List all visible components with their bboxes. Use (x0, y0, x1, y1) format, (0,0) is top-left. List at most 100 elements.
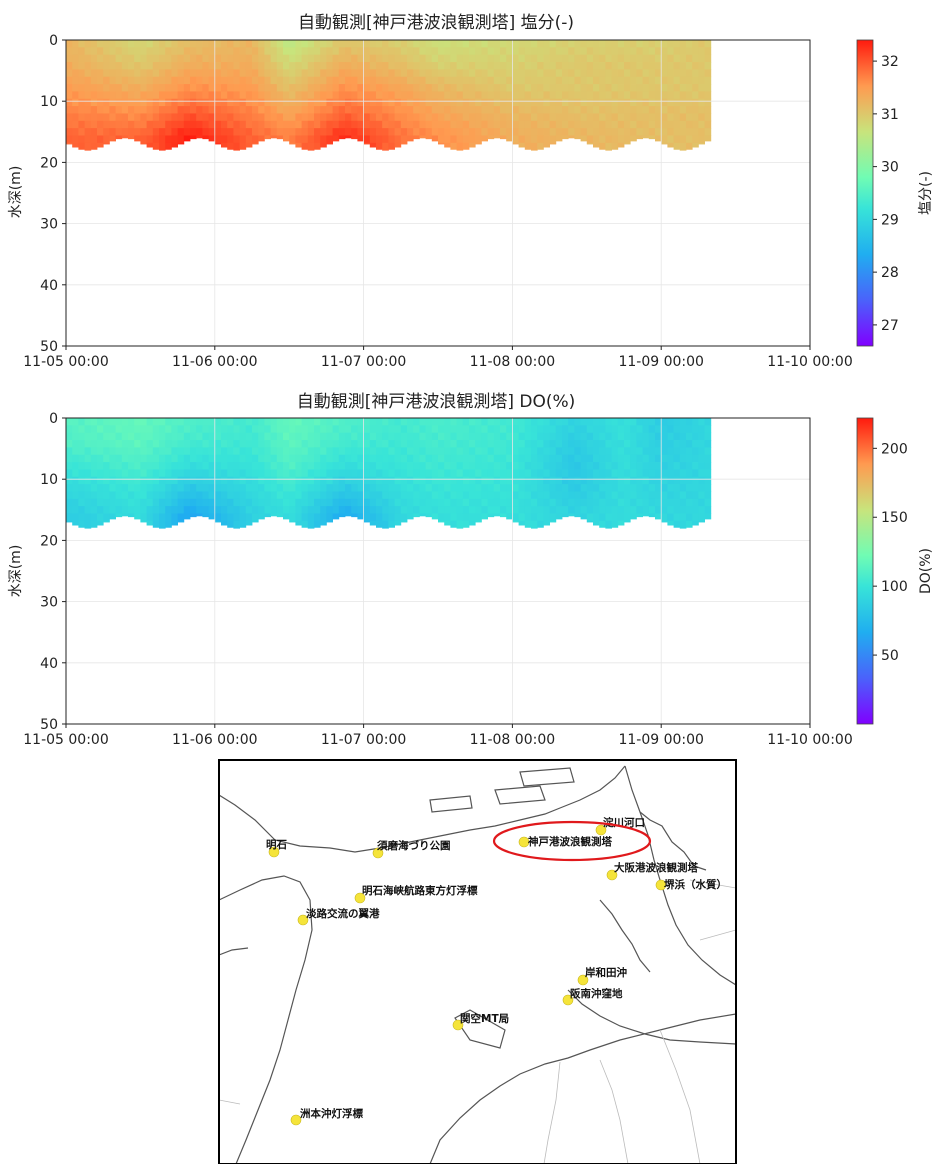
heatmap-cell (239, 47, 247, 56)
heatmap-cell (667, 91, 674, 100)
heatmap-cell (66, 425, 73, 434)
heatmap-cell (72, 506, 79, 514)
heatmap-cell (593, 491, 600, 500)
heatmap-cell (227, 498, 234, 507)
heatmap-cell (568, 447, 575, 456)
heatmap-cell (425, 62, 433, 70)
heatmap-cell (72, 142, 79, 148)
heatmap-cell (376, 476, 383, 485)
heatmap-cell (326, 84, 333, 92)
heatmap-cell (692, 106, 699, 114)
heatmap-cell (605, 498, 612, 507)
heatmap-cell (400, 462, 408, 470)
heatmap-cell (338, 91, 346, 100)
heatmap-cell (183, 498, 191, 507)
heatmap-cell (481, 106, 488, 114)
heatmap-cell (97, 69, 104, 78)
heatmap-cell (171, 447, 178, 456)
heatmap-cell (543, 506, 550, 514)
heatmap-cell (165, 76, 172, 85)
heatmap-cell (493, 506, 501, 514)
heatmap-cell (338, 135, 346, 140)
heatmap-cell (307, 454, 315, 463)
heatmap-cell (462, 520, 470, 528)
heatmap-cell (233, 454, 240, 463)
heatmap-cell (506, 84, 513, 92)
y-tick-label: 0 (49, 33, 58, 49)
heatmap-cell (171, 98, 178, 107)
heatmap-cell (630, 40, 637, 48)
heatmap-cell (221, 454, 228, 463)
heatmap-cell (326, 476, 333, 485)
heatmap-cell (332, 469, 340, 478)
heatmap-cell (295, 47, 302, 56)
heatmap-cell (276, 106, 284, 114)
heatmap-cell (320, 106, 327, 114)
x-tick-label: 11-06 00:00 (172, 732, 257, 748)
heatmap-cell (506, 432, 513, 441)
heatmap-cell (115, 506, 123, 514)
heatmap-cell (202, 69, 209, 78)
heatmap-cell (692, 76, 699, 85)
heatmap-cell (221, 98, 228, 107)
heatmap-cell (221, 498, 228, 507)
heatmap-cell (214, 454, 222, 463)
heatmap-cell (475, 469, 482, 478)
heatmap-cell (630, 454, 637, 463)
heatmap-cell (90, 106, 98, 114)
heatmap-cell (450, 113, 457, 122)
heatmap-cell (586, 128, 594, 136)
heatmap-cell (469, 506, 476, 514)
heatmap-cell (115, 447, 123, 456)
heatmap-cell (84, 520, 92, 529)
heatmap-cell (388, 506, 395, 514)
heatmap-cell (289, 40, 296, 48)
heatmap-cell (686, 113, 693, 122)
heatmap-cell (413, 418, 420, 426)
heatmap-cell (469, 432, 476, 441)
heatmap-cell (586, 432, 594, 441)
heatmap-cell (159, 520, 166, 529)
heatmap-cell (208, 462, 216, 470)
heatmap-cell (66, 40, 73, 48)
heatmap-cell (307, 447, 315, 456)
heatmap-cell (78, 491, 85, 500)
heatmap-cell (78, 128, 85, 136)
heatmap-cell (487, 62, 495, 70)
heatmap-cell (394, 98, 402, 107)
colorbar (856, 417, 874, 725)
heatmap-cell (456, 47, 464, 56)
heatmap-cell (295, 62, 302, 70)
heatmap-cell (190, 47, 197, 56)
heatmap-cell (221, 425, 228, 434)
heatmap-cell (165, 440, 172, 448)
heatmap-cell (270, 54, 278, 63)
heatmap-cell (276, 484, 284, 492)
heatmap-cell (636, 491, 643, 500)
heatmap-cell (586, 98, 594, 107)
heatmap-cell (698, 128, 705, 136)
heatmap-cell (698, 498, 705, 507)
heatmap-cell (283, 432, 290, 441)
heatmap-cell (183, 54, 191, 63)
heatmap-cell (481, 484, 488, 492)
heatmap-cell (537, 491, 544, 500)
heatmap-cell (295, 476, 302, 485)
heatmap-cell (605, 484, 612, 492)
heatmap-cell (413, 84, 420, 92)
heatmap-cell (146, 76, 154, 85)
heatmap-cell (140, 440, 147, 448)
heatmap-cell (159, 142, 166, 151)
heatmap-cell (506, 484, 513, 492)
heatmap-cell (307, 54, 315, 63)
heatmap-cell (345, 484, 352, 492)
heatmap-cell (388, 513, 395, 522)
heatmap-cell (586, 62, 594, 70)
heatmap-cell (549, 484, 557, 492)
heatmap-cell (326, 106, 333, 114)
heatmap-cell (611, 440, 619, 448)
heatmap-cell (376, 62, 383, 70)
heatmap-cell (481, 113, 488, 122)
heatmap-cell (121, 98, 129, 107)
heatmap-cell (679, 47, 687, 56)
